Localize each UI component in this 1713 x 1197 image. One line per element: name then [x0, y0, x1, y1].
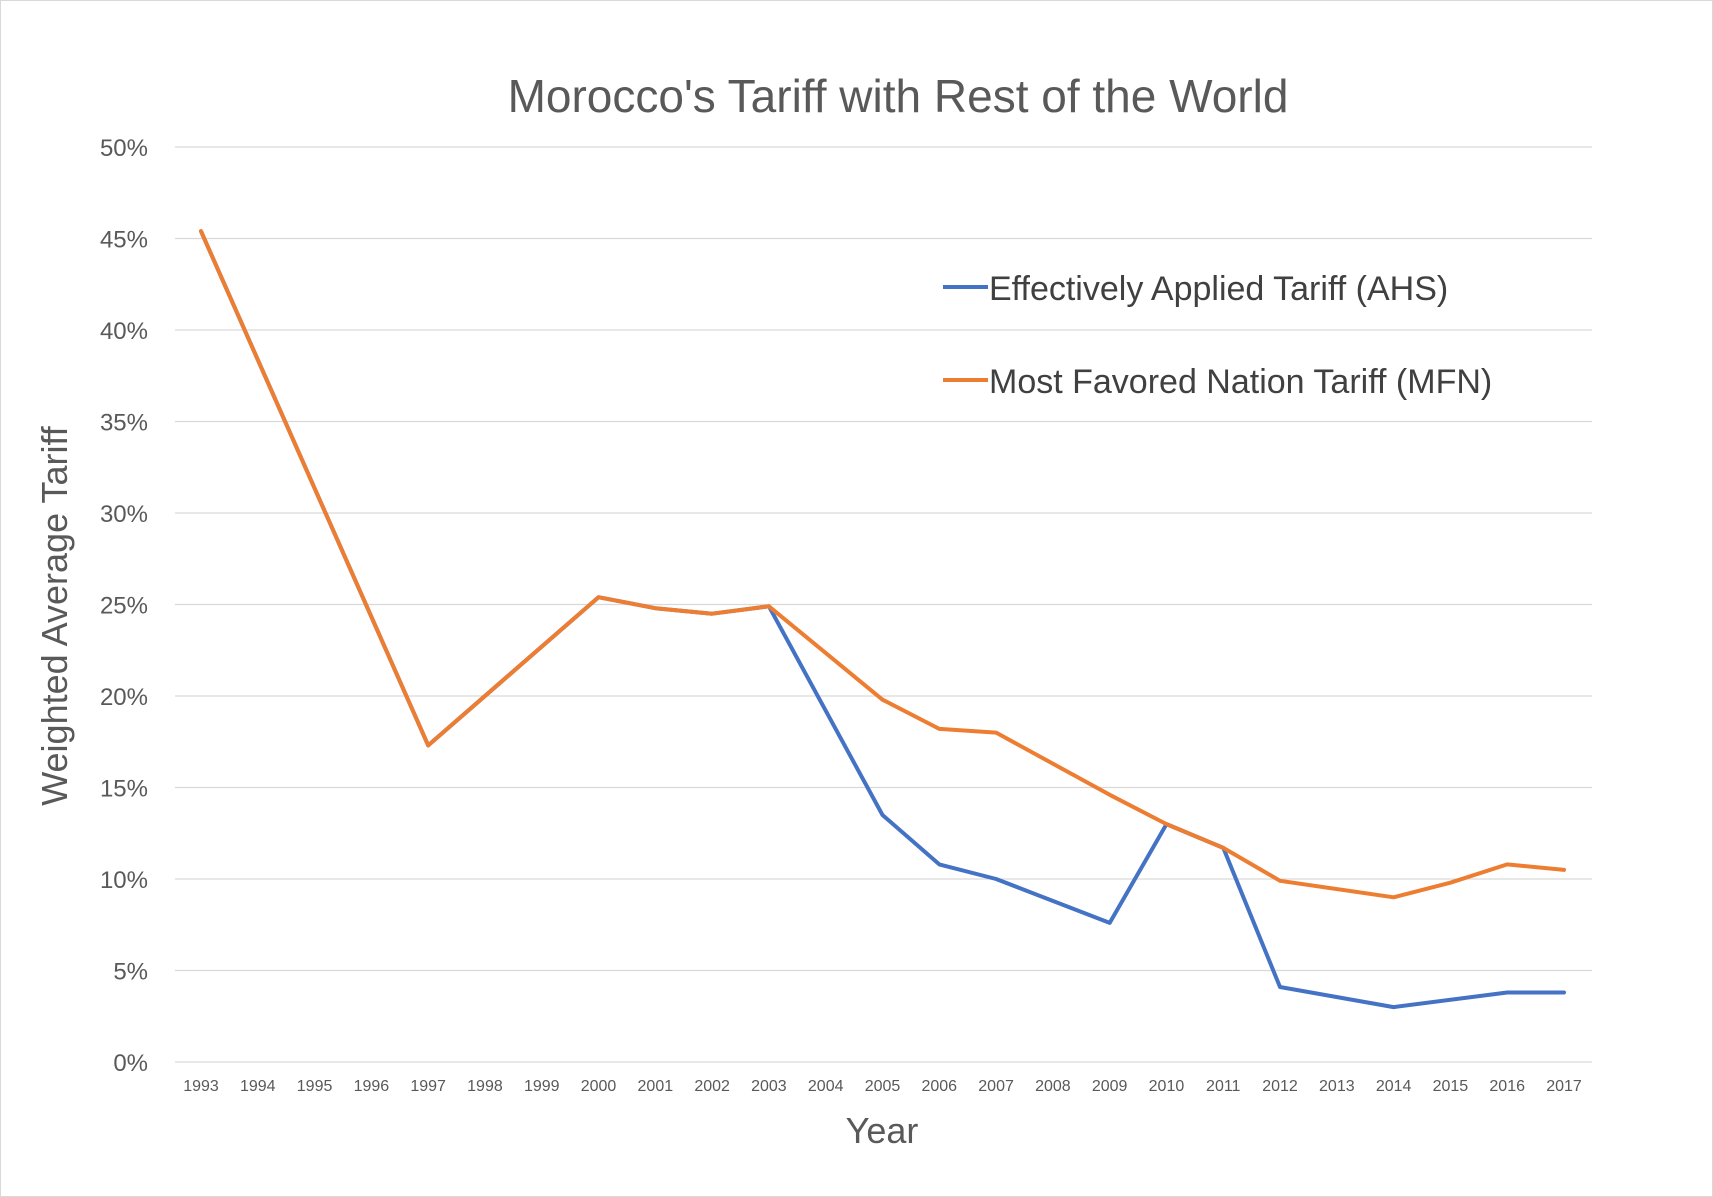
y-tick-label: 45%	[100, 227, 148, 254]
y-tick-label: 30%	[100, 501, 148, 528]
y-tick-label: 35%	[100, 410, 148, 437]
series-line-mfn	[199, 229, 1566, 900]
x-tick-label: 2011	[1206, 1078, 1241, 1095]
y-tick-label: 40%	[100, 318, 148, 345]
y-tick-label: 0%	[113, 1050, 148, 1077]
legend-label-mfn: Most Favored Nation Tariff (MFN)	[989, 363, 1492, 401]
x-tick-label: 2003	[751, 1078, 787, 1095]
x-tick-label: 1999	[524, 1078, 560, 1095]
y-tick-label: 10%	[100, 867, 148, 894]
y-tick-label: 5%	[113, 959, 148, 986]
x-axis-label: Year	[846, 1110, 919, 1151]
x-tick-label: 1994	[240, 1078, 276, 1095]
y-tick-label: 50%	[100, 135, 148, 162]
x-tick-label: 2017	[1546, 1078, 1582, 1095]
x-tick-label: 2009	[1092, 1078, 1128, 1095]
x-tick-label: 2008	[1035, 1078, 1071, 1095]
x-tick-label: 2016	[1489, 1078, 1525, 1095]
x-tick-label: 2006	[921, 1078, 957, 1095]
y-tick-label: 25%	[100, 593, 148, 620]
x-tick-label: 2013	[1319, 1078, 1355, 1095]
x-tick-label: 2014	[1376, 1078, 1412, 1095]
x-tick-label: 1998	[467, 1078, 503, 1095]
x-tick-label: 2001	[638, 1078, 674, 1095]
series-lines	[199, 229, 1566, 1010]
x-tick-label: 2005	[865, 1078, 901, 1095]
y-axis-label: Weighted Average Tariff	[34, 425, 75, 806]
x-tick-label: 2007	[978, 1078, 1014, 1095]
x-tick-label: 2004	[808, 1078, 844, 1095]
y-tick-label: 15%	[100, 776, 148, 803]
x-tick-label: 2015	[1433, 1078, 1469, 1095]
chart-title: Morocco's Tariff with Rest of the World	[508, 70, 1289, 122]
x-tick-label: 1995	[297, 1078, 333, 1095]
x-tick-label: 2010	[1149, 1078, 1185, 1095]
x-tick-label: 2012	[1262, 1078, 1298, 1095]
x-tick-label: 1993	[183, 1078, 219, 1095]
legend-label-ahs: Effectively Applied Tariff (AHS)	[989, 270, 1448, 308]
x-axis-ticks: 1993 1994 1995 1996 1997 1998 1999 2000 2001 2002…	[183, 1078, 1582, 1095]
y-tick-label: 20%	[100, 684, 148, 711]
x-tick-label: 2002	[694, 1078, 730, 1095]
legend: Effectively Applied Tariff (AHS) Most Fa…	[943, 270, 1492, 401]
gridlines	[175, 146, 1592, 1063]
x-tick-label: 1996	[354, 1078, 390, 1095]
y-axis-ticks: 0% 5% 10% 15% 20% 25% 30% 35% 40% 45% 50%	[100, 135, 148, 1077]
x-tick-label: 1997	[410, 1078, 446, 1095]
x-tick-label: 2000	[581, 1078, 617, 1095]
